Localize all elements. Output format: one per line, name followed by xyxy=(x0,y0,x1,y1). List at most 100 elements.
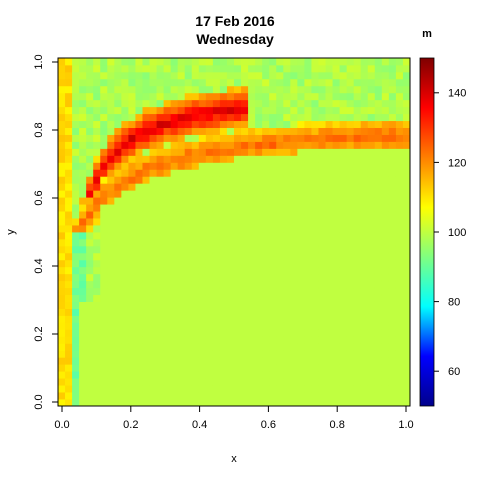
heatmap-cell xyxy=(290,336,298,344)
heatmap-cell xyxy=(325,266,333,275)
heatmap-cell xyxy=(255,92,263,101)
heatmap-cell xyxy=(107,169,115,177)
heatmap-cell xyxy=(128,329,136,337)
heatmap-cell xyxy=(100,371,108,379)
heatmap-cell xyxy=(93,308,101,316)
heatmap-cell xyxy=(72,252,80,261)
heatmap-cell xyxy=(262,162,270,170)
heatmap-cell xyxy=(311,64,319,73)
heatmap-cell xyxy=(283,211,291,219)
heatmap-cell xyxy=(177,148,186,156)
heatmap-cell xyxy=(381,155,390,163)
heatmap-cell xyxy=(198,301,207,309)
heatmap-cell xyxy=(304,252,312,261)
heatmap-cell xyxy=(86,204,94,212)
heatmap-cell xyxy=(226,350,235,358)
heatmap-cell xyxy=(290,218,298,226)
heatmap-cell xyxy=(142,252,150,261)
heatmap-cell xyxy=(290,148,298,156)
heatmap-cell xyxy=(332,392,340,400)
heatmap-cell xyxy=(212,106,221,115)
heatmap-cell xyxy=(262,120,270,128)
heatmap-cell xyxy=(262,392,270,400)
heatmap-cell xyxy=(311,371,319,379)
heatmap-cell xyxy=(276,232,284,240)
heatmap-cell xyxy=(318,273,326,282)
heatmap-cell xyxy=(156,308,164,316)
heatmap-cell xyxy=(205,350,214,358)
heatmap-cell xyxy=(191,343,200,351)
heatmap-cell xyxy=(346,64,355,73)
heatmap-cell xyxy=(219,92,228,101)
heatmap-cell xyxy=(332,350,340,358)
heatmap-cell xyxy=(100,357,108,365)
heatmap-cell xyxy=(276,113,284,122)
heatmap-cell xyxy=(304,176,312,184)
heatmap-cell xyxy=(107,162,115,170)
heatmap-cell xyxy=(262,190,270,198)
heatmap-cell xyxy=(297,155,305,163)
x-axis: 0.0 0.2 0.4 0.6 0.8 1.0 xyxy=(54,406,414,431)
heatmap-cell xyxy=(234,287,242,296)
heatmap-cell xyxy=(198,78,207,87)
heatmap-cell xyxy=(276,190,284,198)
y-tick-label: 0.4 xyxy=(33,258,45,273)
heatmap-cell xyxy=(374,225,383,233)
heatmap-cell xyxy=(339,336,348,344)
heatmap-cell xyxy=(163,357,172,365)
heatmap-cell xyxy=(86,120,94,128)
heatmap-cell xyxy=(156,58,164,66)
heatmap-cell xyxy=(255,245,263,254)
heatmap-cell xyxy=(290,58,298,66)
heatmap-cell xyxy=(177,169,186,177)
heatmap-cell xyxy=(290,280,298,289)
heatmap-cell xyxy=(163,225,172,233)
heatmap-cell xyxy=(290,92,298,101)
heatmap-cell xyxy=(262,385,270,393)
heatmap-cell xyxy=(79,92,87,101)
heatmap-cell xyxy=(325,336,333,344)
heatmap-cell xyxy=(163,148,172,156)
heatmap-cell xyxy=(107,134,115,142)
heatmap-cell xyxy=(388,134,397,142)
heatmap-cell xyxy=(128,266,136,275)
heatmap-cell xyxy=(269,336,277,344)
heatmap-cell xyxy=(325,371,333,379)
heatmap-cell xyxy=(290,245,298,254)
heatmap-cell xyxy=(198,308,207,316)
heatmap-cell xyxy=(255,322,263,330)
heatmap-cell xyxy=(58,357,66,365)
heatmap-cell xyxy=(395,71,404,80)
heatmap-cell xyxy=(128,176,136,184)
heatmap-cell xyxy=(156,273,164,282)
heatmap-cell xyxy=(58,106,66,115)
heatmap-cell xyxy=(58,176,66,184)
heatmap-cell xyxy=(304,99,312,108)
heatmap-cell xyxy=(255,252,263,261)
heatmap-cell xyxy=(100,273,108,282)
heatmap-cell xyxy=(269,58,277,66)
heatmap-cell xyxy=(388,169,397,177)
heatmap-cell xyxy=(128,287,136,296)
heatmap-cell xyxy=(170,127,179,135)
heatmap-cell xyxy=(65,120,73,128)
heatmap-cell xyxy=(100,392,108,400)
heatmap-cell xyxy=(325,350,333,358)
heatmap-cell xyxy=(360,106,369,115)
heatmap-cell xyxy=(374,190,383,198)
heatmap-cell xyxy=(360,134,369,142)
heatmap-cell xyxy=(100,211,108,219)
chart-title: 17 Feb 2016 xyxy=(195,13,275,29)
heatmap-cell xyxy=(184,259,193,268)
heatmap-cell xyxy=(332,280,340,289)
heatmap-cell xyxy=(353,301,362,309)
heatmap-cell xyxy=(135,322,143,330)
heatmap-cell xyxy=(156,113,164,122)
heatmap-cell xyxy=(184,169,193,177)
heatmap-cell xyxy=(79,329,87,337)
heatmap-cell xyxy=(353,329,362,337)
heatmap-cell xyxy=(346,399,355,407)
heatmap-cell xyxy=(86,113,94,122)
heatmap-cell xyxy=(311,92,319,101)
heatmap-cell xyxy=(304,134,312,142)
